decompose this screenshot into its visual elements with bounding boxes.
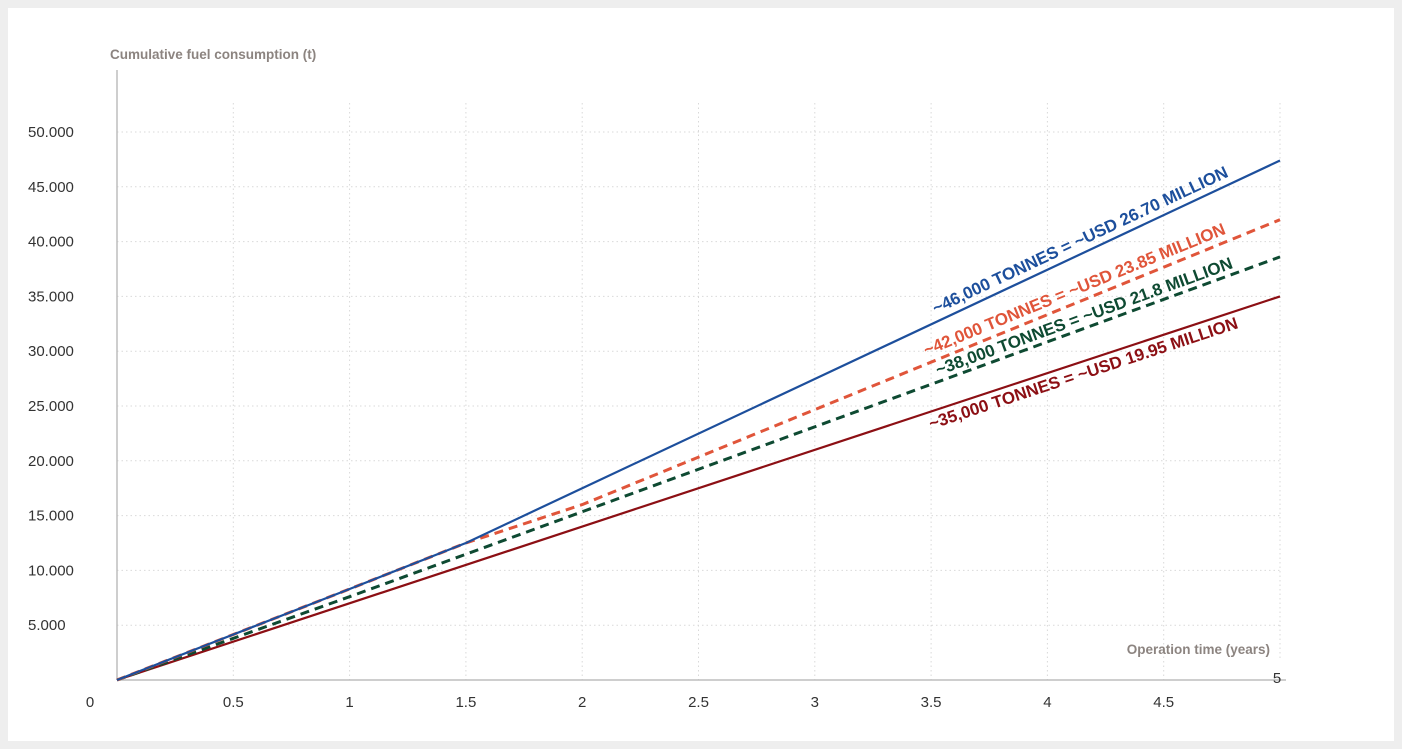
x-tick-label: 0.5	[223, 694, 244, 711]
series-line	[116, 159, 1281, 682]
y-tick-label: 5.000	[28, 617, 66, 634]
x-tick-label: 3.5	[921, 694, 942, 711]
x-tick-label: 2	[578, 694, 586, 711]
y-tick-label: 20.000	[28, 453, 74, 470]
x-tick-label: 1	[345, 694, 353, 711]
tick-labels: 5.000 10.000 15.000 20.000 25.000 30.000 35.00…	[28, 124, 1281, 711]
series-labels: ~46,000 TONNES = ~USD 26.70 MILLION~42,0…	[921, 163, 1241, 434]
x-tick-label: 5	[1273, 670, 1281, 687]
series-lines	[116, 159, 1281, 682]
y-tick-label: 10.000	[28, 562, 74, 579]
series-line	[116, 295, 1281, 682]
y-tick-label: 25.000	[28, 398, 74, 415]
x-tick-label: 2.5	[688, 694, 709, 711]
series-line	[116, 255, 1281, 682]
y-tick-label: 15.000	[28, 508, 74, 525]
chart-card: ~46,000 TONNES = ~USD 26.70 MILLION ~42,0…	[8, 8, 1394, 741]
fuel-consumption-chart: ~46,000 TONNES = ~USD 26.70 MILLION~42,0…	[28, 47, 1286, 711]
x-tick-label: 1.5	[455, 694, 476, 711]
x-tick-label: 4	[1043, 694, 1051, 711]
grid	[117, 103, 1281, 680]
axes	[116, 70, 1286, 681]
y-tick-label: 30.000	[28, 343, 74, 360]
origin-label: 0	[86, 694, 94, 711]
x-tick-label: 3	[811, 694, 819, 711]
y-tick-label: 35.000	[28, 288, 74, 305]
x-axis-title: Operation time (years)	[1127, 642, 1270, 657]
y-tick-label: 40.000	[28, 234, 74, 251]
y-axis-title: Cumulative fuel consumption (t)	[110, 47, 316, 62]
y-tick-label: 50.000	[28, 124, 74, 141]
x-tick-label: 4.5	[1153, 694, 1174, 711]
y-tick-label: 45.000	[28, 179, 74, 196]
